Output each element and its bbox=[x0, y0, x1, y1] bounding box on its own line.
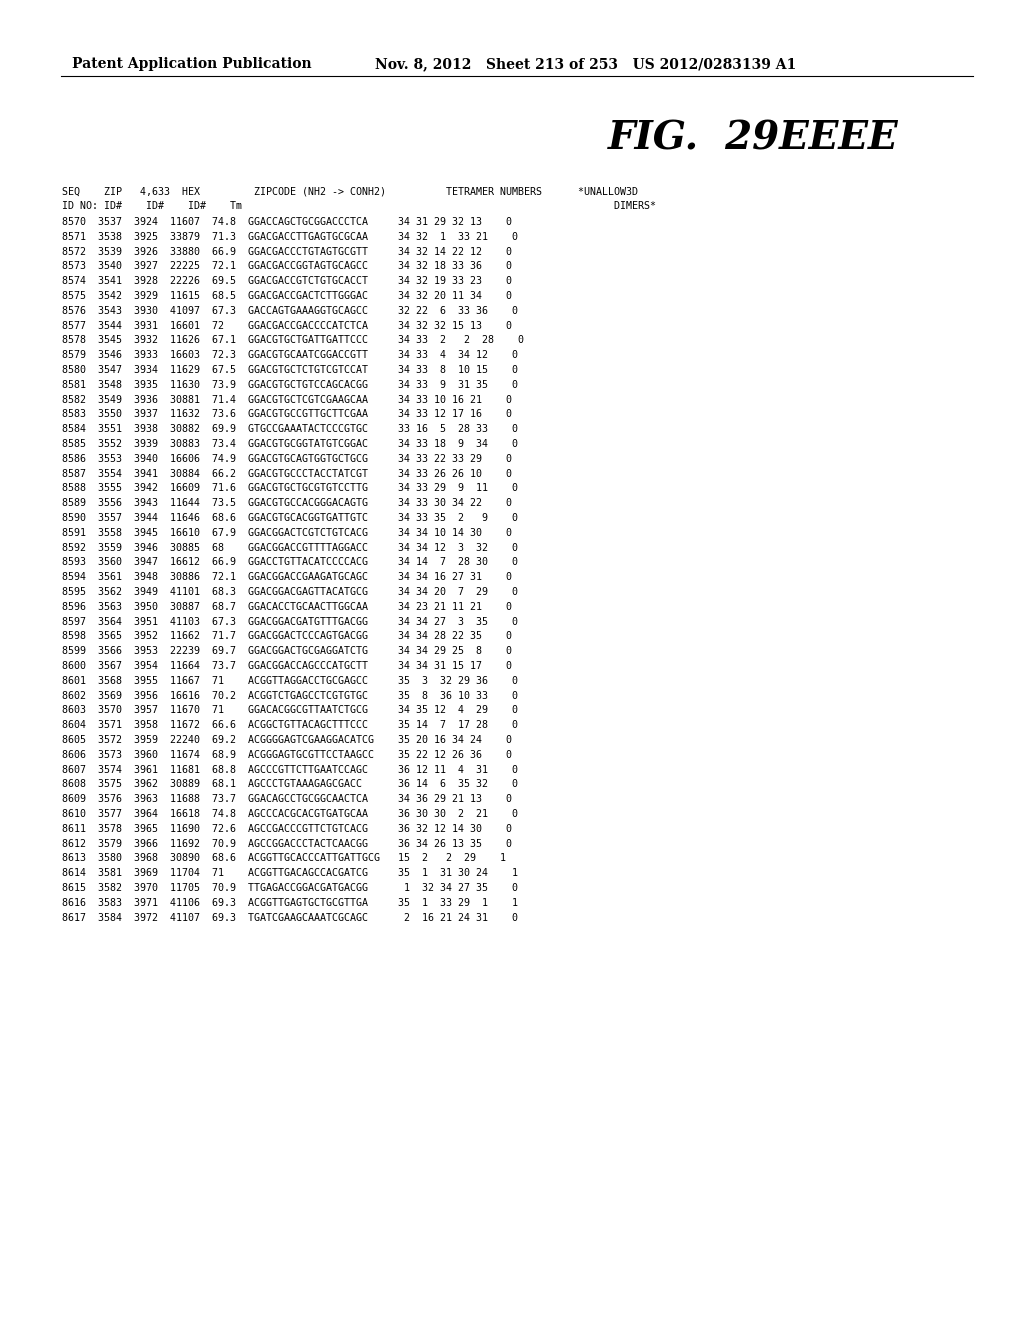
Text: 8584  3551  3938  30882  69.9  GTGCCGAAATACTCCCGTGC     33 16  5  28 33    0: 8584 3551 3938 30882 69.9 GTGCCGAAATACTC… bbox=[62, 424, 518, 434]
Text: 8609  3576  3963  11688  73.7  GGACAGCCTGCGGCAACTCA     34 36 29 21 13    0: 8609 3576 3963 11688 73.7 GGACAGCCTGCGGC… bbox=[62, 795, 512, 804]
Text: 8575  3542  3929  11615  68.5  GGACGACCGACTCTTGGGAC     34 32 20 11 34    0: 8575 3542 3929 11615 68.5 GGACGACCGACTCT… bbox=[62, 290, 512, 301]
Text: 8578  3545  3932  11626  67.1  GGACGTGCTGATTGATTCCC     34 33  2   2  28    0: 8578 3545 3932 11626 67.1 GGACGTGCTGATTG… bbox=[62, 335, 524, 346]
Text: 8604  3571  3958  11672  66.6  ACGGCTGTTACAGCTTTCCC     35 14  7  17 28    0: 8604 3571 3958 11672 66.6 ACGGCTGTTACAGC… bbox=[62, 721, 518, 730]
Text: 8596  3563  3950  30887  68.7  GGACACCТGCAACTTGGCAA     34 23 21 11 21    0: 8596 3563 3950 30887 68.7 GGACACCТGCAACT… bbox=[62, 602, 512, 611]
Text: 8595  3562  3949  41101  68.3  GGACGGACGAGTTACATGCG     34 34 20  7  29    0: 8595 3562 3949 41101 68.3 GGACGGACGAGTTA… bbox=[62, 587, 518, 597]
Text: 8577  3544  3931  16601  72    GGACGACCGACCCCATCTCA     34 32 32 15 13    0: 8577 3544 3931 16601 72 GGACGACCGACCCCAT… bbox=[62, 321, 512, 330]
Text: 8572  3539  3926  33880  66.9  GGACGACCCTGTAGTGCGTT     34 32 14 22 12    0: 8572 3539 3926 33880 66.9 GGACGACCCTGTAG… bbox=[62, 247, 512, 256]
Text: FIG.  29EEEE: FIG. 29EEEE bbox=[608, 120, 899, 158]
Text: Nov. 8, 2012   Sheet 213 of 253   US 2012/0283139 A1: Nov. 8, 2012 Sheet 213 of 253 US 2012/02… bbox=[375, 57, 797, 71]
Text: 8581  3548  3935  11630  73.9  GGACGTGCTGTCCAGCACGG     34 33  9  31 35    0: 8581 3548 3935 11630 73.9 GGACGTGCTGTCCA… bbox=[62, 380, 518, 389]
Text: 8593  3560  3947  16612  66.9  GGACCTGTTACATCCCCACG     34 14  7  28 30    0: 8593 3560 3947 16612 66.9 GGACCTGTTACATC… bbox=[62, 557, 518, 568]
Text: 8602  3569  3956  16616  70.2  ACGGTCTGAGCCTCGTGTGC     35  8  36 10 33    0: 8602 3569 3956 16616 70.2 ACGGTCTGAGCCTC… bbox=[62, 690, 518, 701]
Text: 8612  3579  3966  11692  70.9  AGCCGGACCCTACTCAACGG     36 34 26 13 35    0: 8612 3579 3966 11692 70.9 AGCCGGACCCTACT… bbox=[62, 838, 512, 849]
Text: 8580  3547  3934  11629  67.5  GGACGTGCTCTGTCGTCCAT     34 33  8  10 15    0: 8580 3547 3934 11629 67.5 GGACGTGCTCTGTC… bbox=[62, 366, 518, 375]
Text: 8617  3584  3972  41107  69.3  TGATCGAAGCAAATCGCAGC      2  16 21 24 31    0: 8617 3584 3972 41107 69.3 TGATCGAAGCAAAT… bbox=[62, 912, 518, 923]
Text: 8586  3553  3940  16606  74.9  GGACGTGCAGTGGTGCTGCG     34 33 22 33 29    0: 8586 3553 3940 16606 74.9 GGACGTGCAGTGGT… bbox=[62, 454, 512, 463]
Text: 8613  3580  3968  30890  68.6  ACGGTTGCACCCATTGATTGCG   15  2   2  29    1: 8613 3580 3968 30890 68.6 ACGGTTGCACCCAT… bbox=[62, 854, 506, 863]
Text: 8576  3543  3930  41097  67.3  GACCAGTGAAAGGTGCAGCC     32 22  6  33 36    0: 8576 3543 3930 41097 67.3 GACCAGTGAAAGGT… bbox=[62, 306, 518, 315]
Text: 8590  3557  3944  11646  68.6  GGACGTGCACGGTGATTGTC     34 33 35  2   9    0: 8590 3557 3944 11646 68.6 GGACGTGCACGGTG… bbox=[62, 513, 518, 523]
Text: 8601  3568  3955  11667  71    ACGGTTAGGACCTGCGAGCC     35  3  32 29 36    0: 8601 3568 3955 11667 71 ACGGTTAGGACCTGCG… bbox=[62, 676, 518, 686]
Text: 8591  3558  3945  16610  67.9  GGACGGACTCGTCTGTCACG     34 34 10 14 30    0: 8591 3558 3945 16610 67.9 GGACGGACTCGTCT… bbox=[62, 528, 512, 537]
Text: 8571  3538  3925  33879  71.3  GGACGACCTTGAGTGCGCAA     34 32  1  33 21    0: 8571 3538 3925 33879 71.3 GGACGACCTTGAGT… bbox=[62, 232, 518, 242]
Text: 8607  3574  3961  11681  68.8  AGCCCGTTCTTGAATCCAGC     36 12 11  4  31    0: 8607 3574 3961 11681 68.8 AGCCCGTTCTTGAA… bbox=[62, 764, 518, 775]
Text: 8570  3537  3924  11607  74.8  GGACCAGCTGCGGACCCTCA     34 31 29 32 13    0: 8570 3537 3924 11607 74.8 GGACCAGCTGCGGA… bbox=[62, 216, 512, 227]
Text: 8608  3575  3962  30889  68.1  AGCCCTGTAAAGAGCGACC      36 14  6  35 32    0: 8608 3575 3962 30889 68.1 AGCCCTGTAAAGAG… bbox=[62, 779, 518, 789]
Text: 8585  3552  3939  30883  73.4  GGACGTGCGGTATGTCGGAC     34 33 18  9  34    0: 8585 3552 3939 30883 73.4 GGACGTGCGGTATG… bbox=[62, 440, 518, 449]
Text: ID NO: ID#    ID#    ID#    Tm                                                  : ID NO: ID# ID# ID# Tm bbox=[62, 201, 656, 211]
Text: 8615  3582  3970  11705  70.9  TTGAGACCGGACGATGACGG      1  32 34 27 35    0: 8615 3582 3970 11705 70.9 TTGAGACCGGACGA… bbox=[62, 883, 518, 894]
Text: 8606  3573  3960  11674  68.9  ACGGGAGTGCGTTCCTAAGCC    35 22 12 26 36    0: 8606 3573 3960 11674 68.9 ACGGGAGTGCGTTC… bbox=[62, 750, 512, 760]
Text: 8582  3549  3936  30881  71.4  GGACGTGCTCGTCGAAGCAA     34 33 10 16 21    0: 8582 3549 3936 30881 71.4 GGACGTGCTCGTCG… bbox=[62, 395, 512, 405]
Text: 8589  3556  3943  11644  73.5  GGACGTGCCACGGGACAGTG     34 33 30 34 22    0: 8589 3556 3943 11644 73.5 GGACGTGCCACGGG… bbox=[62, 498, 512, 508]
Text: 8614  3581  3969  11704  71    ACGGTTGACAGCCACGATCG     35  1  31 30 24    1: 8614 3581 3969 11704 71 ACGGTTGACAGCCACG… bbox=[62, 869, 518, 878]
Text: 8587  3554  3941  30884  66.2  GGACGTGCCCTACCTATCGT     34 33 26 26 10    0: 8587 3554 3941 30884 66.2 GGACGTGCCCTACC… bbox=[62, 469, 512, 479]
Text: 8594  3561  3948  30886  72.1  GGACGGACCGAAGATGCAGC     34 34 16 27 31    0: 8594 3561 3948 30886 72.1 GGACGGACCGAAGA… bbox=[62, 572, 512, 582]
Text: 8573  3540  3927  22225  72.1  GGACGACCGGTAGTGCAGCC     34 32 18 33 36    0: 8573 3540 3927 22225 72.1 GGACGACCGGTAGT… bbox=[62, 261, 512, 272]
Text: 8599  3566  3953  22239  69.7  GGACGGACTGCGAGGATCTG     34 34 29 25  8    0: 8599 3566 3953 22239 69.7 GGACGGACTGCGAG… bbox=[62, 647, 512, 656]
Text: 8611  3578  3965  11690  72.6  AGCCGACCCGTTCTGTCACG     36 32 12 14 30    0: 8611 3578 3965 11690 72.6 AGCCGACCCGTTCT… bbox=[62, 824, 512, 834]
Text: 8574  3541  3928  22226  69.5  GGACGACCGTCTGTGCACCT     34 32 19 33 23    0: 8574 3541 3928 22226 69.5 GGACGACCGTCTGT… bbox=[62, 276, 512, 286]
Text: SEQ    ZIP   4,633  HEX         ZIPCODE (NH2 -> CONH2)          TETRAMER NUMBERS: SEQ ZIP 4,633 HEX ZIPCODE (NH2 -> CONH2)… bbox=[62, 187, 638, 197]
Text: 8583  3550  3937  11632  73.6  GGACGTGCCGTTGCTTCGAA     34 33 12 17 16    0: 8583 3550 3937 11632 73.6 GGACGTGCCGTTGC… bbox=[62, 409, 512, 420]
Text: 8600  3567  3954  11664  73.7  GGACGGACCAGCCCATGCTT     34 34 31 15 17    0: 8600 3567 3954 11664 73.7 GGACGGACCAGCCC… bbox=[62, 661, 512, 671]
Text: 8616  3583  3971  41106  69.3  ACGGTTGAGTGCTGCGTTGA     35  1  33 29  1    1: 8616 3583 3971 41106 69.3 ACGGTTGAGTGCTG… bbox=[62, 898, 518, 908]
Text: 8579  3546  3933  16603  72.3  GGACGTGCAATCGGACCGTT     34 33  4  34 12    0: 8579 3546 3933 16603 72.3 GGACGTGCAATCGG… bbox=[62, 350, 518, 360]
Text: Patent Application Publication: Patent Application Publication bbox=[72, 57, 311, 71]
Text: 8605  3572  3959  22240  69.2  ACGGGGAGTCGAAGGACATCG    35 20 16 34 24    0: 8605 3572 3959 22240 69.2 ACGGGGAGTCGAAG… bbox=[62, 735, 512, 744]
Text: 8592  3559  3946  30885  68    GGACGGACCGTTTTAGGACC     34 34 12  3  32    0: 8592 3559 3946 30885 68 GGACGGACCGTTTTAG… bbox=[62, 543, 518, 553]
Text: 8597  3564  3951  41103  67.3  GGACGGACGATGTTTGACGG     34 34 27  3  35    0: 8597 3564 3951 41103 67.3 GGACGGACGATGTT… bbox=[62, 616, 518, 627]
Text: 8588  3555  3942  16609  71.6  GGACGTGCTGCGTGTCCTTG     34 33 29  9  11    0: 8588 3555 3942 16609 71.6 GGACGTGCTGCGTG… bbox=[62, 483, 518, 494]
Text: 8610  3577  3964  16618  74.8  AGCCCACGCACGTGATGCAA     36 30 30  2  21    0: 8610 3577 3964 16618 74.8 AGCCCACGCACGTG… bbox=[62, 809, 518, 818]
Text: 8598  3565  3952  11662  71.7  GGACGGACTCCCAGTGACGG     34 34 28 22 35    0: 8598 3565 3952 11662 71.7 GGACGGACTCCCAG… bbox=[62, 631, 512, 642]
Text: 8603  3570  3957  11670  71    GGACACGGCGTTAATCTGCG     34 35 12  4  29    0: 8603 3570 3957 11670 71 GGACACGGCGTTAATC… bbox=[62, 705, 518, 715]
